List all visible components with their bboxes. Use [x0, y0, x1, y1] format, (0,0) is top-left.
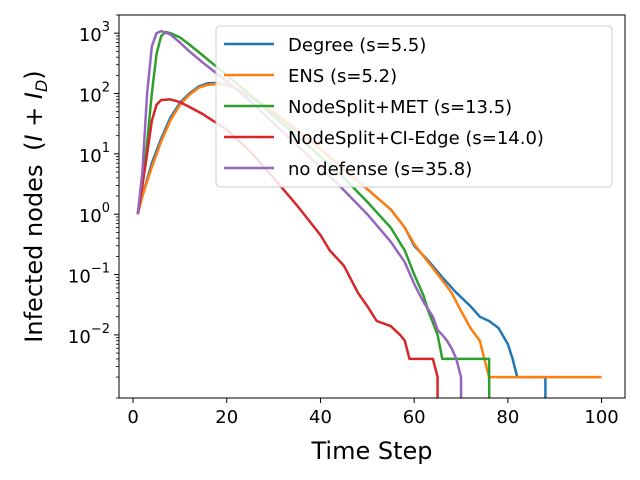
y-tick-label: 10−2 — [68, 322, 110, 348]
series-line-3 — [136, 98, 439, 398]
ticks-layer: 0 20 40 60 80 100 10−2 10−1 100 101 102 103 — [68, 14, 619, 428]
legend-entry-2: NodeSplit+MET (s=13.5) — [288, 97, 512, 118]
y-axis-label-text: Infected nodes — [20, 165, 48, 343]
x-axis-label: Time Step — [310, 437, 432, 465]
legend-entry-0: Degree (s=5.5) — [288, 35, 426, 56]
y-tick-label: 100 — [79, 201, 110, 227]
x-tick-label: 100 — [584, 407, 618, 428]
y-tick-label: 10−1 — [68, 262, 110, 288]
x-tick-label: 80 — [496, 407, 519, 428]
y-tick-label: 102 — [79, 81, 110, 107]
y-tick-label: 101 — [79, 141, 110, 167]
x-tick-label: 20 — [215, 407, 238, 428]
legend-entry-1: ENS (s=5.2) — [288, 66, 397, 87]
x-tick-label: 0 — [127, 407, 138, 428]
y-tick-label: 103 — [79, 20, 110, 46]
plot-frame — [118, 14, 626, 399]
x-tick-label: 40 — [309, 407, 332, 428]
legend-box — [215, 25, 613, 188]
legend-entry-4: no defense (s=35.8) — [288, 159, 472, 180]
legend: Degree (s=5.5) ENS (s=5.2) NodeSplit+MET (… — [215, 25, 613, 188]
y-axis-label: Infected nodes (I + ID) — [20, 70, 51, 342]
y-axis-label-math: (I + ID) — [20, 70, 51, 151]
legend-entry-3: NodeSplit+CI-Edge (s=14.0) — [288, 128, 544, 149]
x-tick-label: 60 — [403, 407, 426, 428]
